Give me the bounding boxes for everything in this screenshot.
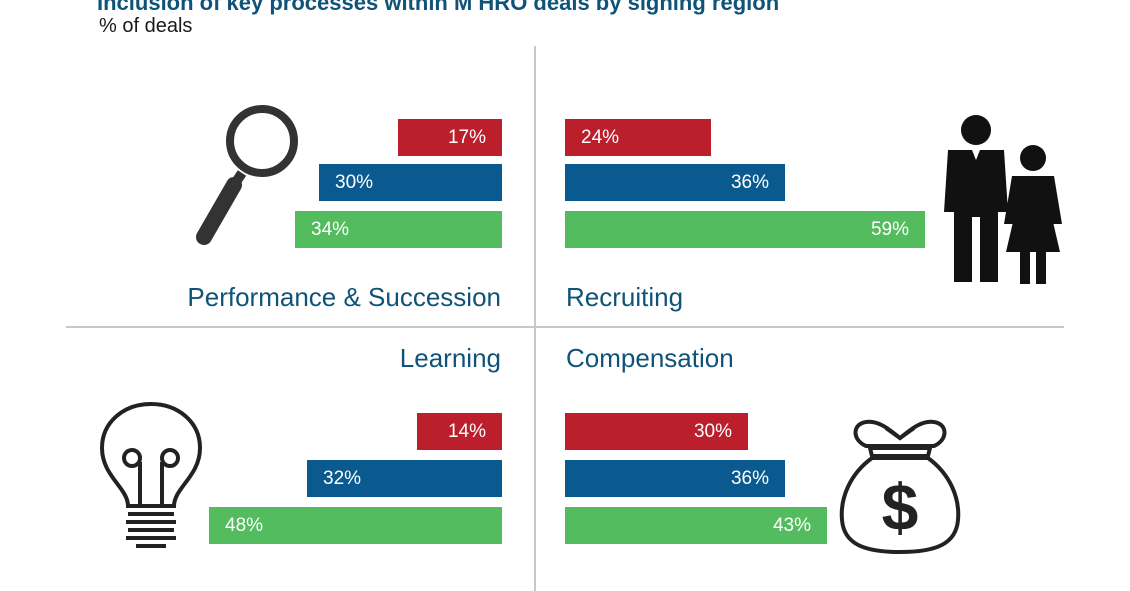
people-icon bbox=[944, 115, 1062, 284]
bar-compensation-blue: 36% bbox=[565, 460, 785, 497]
chart-title: Inclusion of key processes within M HRO … bbox=[97, 0, 780, 15]
chart-subtitle: % of deals bbox=[99, 15, 193, 37]
vertical-divider bbox=[534, 46, 536, 591]
bar-compensation-red: 30% bbox=[565, 413, 748, 450]
panel-label-recruiting: Recruiting bbox=[566, 282, 684, 312]
bar-recruiting-green: 59% bbox=[565, 211, 925, 248]
bar-learning-red: 14% bbox=[417, 413, 502, 450]
money-bag-icon: $ bbox=[839, 419, 961, 555]
lightbulb-icon bbox=[99, 401, 203, 548]
bar-performance-red: 17% bbox=[398, 119, 502, 156]
bar-compensation-green: 43% bbox=[565, 507, 827, 544]
panel-label-performance: Performance & Succession bbox=[187, 282, 501, 312]
bar-recruiting-red: 24% bbox=[565, 119, 711, 156]
horizontal-divider bbox=[66, 326, 1064, 328]
panel-label-learning: Learning bbox=[399, 343, 501, 373]
bar-recruiting-blue: 36% bbox=[565, 164, 785, 201]
svg-text:$: $ bbox=[882, 470, 919, 544]
bar-performance-blue: 30% bbox=[319, 164, 502, 201]
panel-label-compensation: Compensation bbox=[566, 343, 734, 373]
bar-learning-blue: 32% bbox=[307, 460, 502, 497]
bar-learning-green: 48% bbox=[209, 507, 502, 544]
magnifier-icon bbox=[196, 105, 298, 245]
bar-performance-green: 34% bbox=[295, 211, 502, 248]
